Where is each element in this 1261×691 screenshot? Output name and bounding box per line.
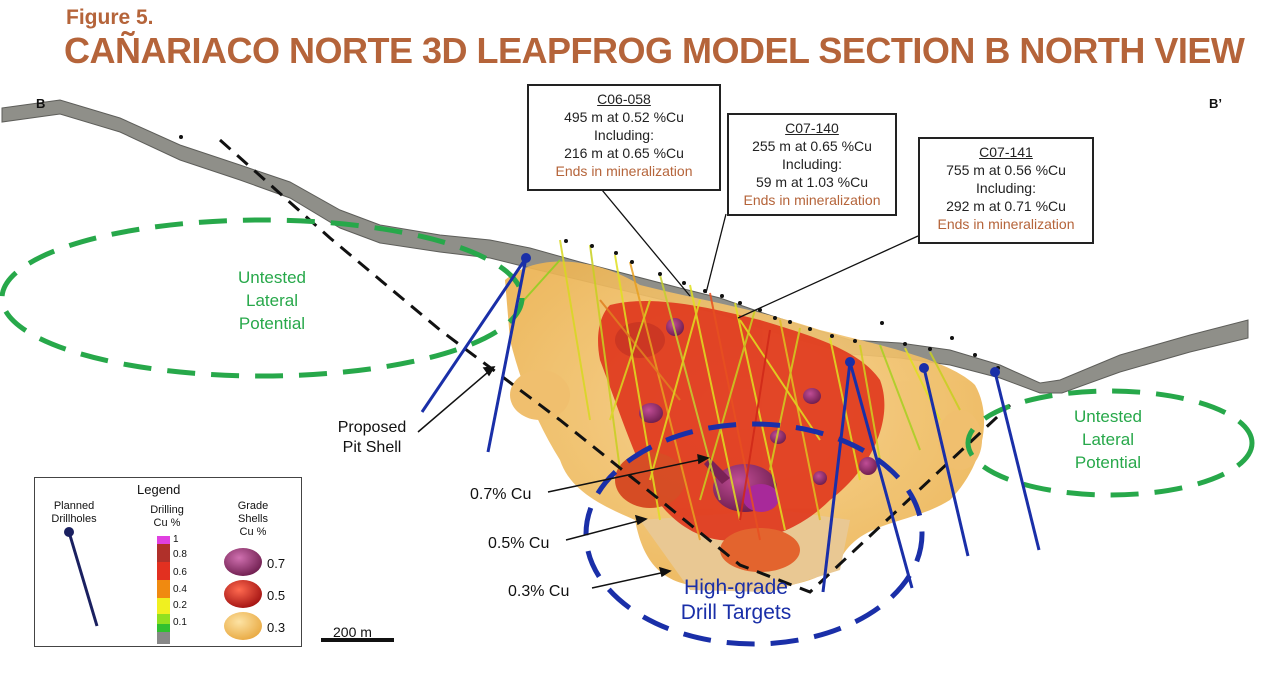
untested-line: Untested [1073,407,1143,426]
legend-grade-line: Cu % [239,526,267,538]
shell-label-05: 0.5% Cu [488,535,550,552]
legend-tick: 0.1 [173,617,187,628]
callout-ends: Ends in mineralization [743,192,881,208]
legend-planned-label: Planned Drillholes [39,500,109,526]
legend: Legend Planned Drillholes Drilling Cu % … [34,477,302,647]
callout-interval: 755 m at 0.56 %Cu [946,162,1066,178]
legend-shell-value: 0.5 [267,588,286,603]
legend-tick: 0.8 [173,549,187,560]
callout-including: Including: [594,127,654,143]
shell-label-03: 0.3% Cu [508,583,570,600]
untested-line: Lateral [246,291,298,310]
callout-ends: Ends in mineralization [937,216,1075,232]
legend-grade-line: Grade [237,500,269,512]
legend-grade-label: Grade Shells Cu % [225,500,281,539]
untested-line: Potential [238,314,306,333]
legend-drilling-line: Cu % [153,517,181,529]
untested-line: Untested [237,268,307,287]
legend-shell-07-icon [224,548,262,576]
callout-leaders [601,189,919,319]
targets-line-1: High-grade [684,576,788,599]
legend-color-ramp [157,536,170,644]
drill-collars [179,135,1000,370]
legend-planned-line: Drillholes [51,513,97,525]
legend-grade-line: Shells [238,513,268,525]
legend-tick: 0.2 [173,600,187,611]
legend-tick: 0.6 [173,567,187,578]
callout-c07-140: C07-140 255 m at 0.65 %Cu Including: 59 … [727,113,897,216]
figure-title: CAÑARIACO NORTE 3D LEAPFROG MODEL SECTIO… [64,30,1245,71]
legend-shell-value: 0.3 [267,620,286,635]
callout-including: Including: [976,180,1036,196]
callout-c07-141: C07-141 755 m at 0.56 %Cu Including: 292… [918,137,1094,244]
legend-drilling-label: Drilling Cu % [137,504,197,530]
callout-hole-id: C07-141 [979,144,1033,160]
legend-planned-drillhole-icon [64,527,99,627]
drilling-traces [514,239,961,541]
legend-title: Legend [137,482,181,497]
label-arrows [417,366,710,589]
untested-line: Lateral [1082,430,1134,449]
untested-label-right: Untested Lateral Potential [1048,405,1168,474]
figure-label: Figure 5. [66,6,154,29]
callout-interval: 495 m at 0.52 %Cu [564,109,684,125]
untested-label-left: Untested Lateral Potential [212,266,332,335]
planned-collars [521,253,1000,377]
callout-subinterval: 292 m at 0.71 %Cu [946,198,1066,214]
pit-shell-line-1: Proposed [337,419,407,436]
untested-ellipse-right [965,388,1255,498]
legend-drilling-line: Drilling [150,504,184,516]
pit-shell-line-2: Pit Shell [342,439,402,456]
legend-shell-05-icon [224,580,262,608]
callout-subinterval: 216 m at 0.65 %Cu [564,145,684,161]
callout-c06-058: C06-058 495 m at 0.52 %Cu Including: 216… [527,84,721,191]
grade-shell-07 [639,318,877,512]
pit-shell-line [219,138,1012,594]
legend-shell-03-icon [224,612,262,640]
targets-line-2: Drill Targets [680,601,792,624]
callout-hole-id: C06-058 [597,91,651,107]
legend-tick: 1 [173,534,179,545]
drill-targets-label: High-grade Drill Targets [656,575,816,625]
callout-interval: 255 m at 0.65 %Cu [752,138,872,154]
callout-ends: Ends in mineralization [555,163,693,179]
shell-label-07: 0.7% Cu [470,486,532,503]
legend-shell-value: 0.7 [267,556,286,571]
legend-shell-swatches [224,548,262,640]
legend-planned-line: Planned [53,500,95,512]
untested-line: Potential [1074,453,1142,472]
planned-drillholes [420,257,1041,593]
callout-subinterval: 59 m at 1.03 %Cu [755,174,869,190]
terrain-surface [1,99,1249,394]
section-end-b: B [36,96,46,111]
pit-shell-label: Proposed Pit Shell [322,418,422,458]
callout-hole-id: C07-140 [785,120,839,136]
untested-ellipse-left [0,217,525,379]
legend-tick: 0.4 [173,584,187,595]
callout-including: Including: [782,156,842,172]
section-end-b-prime: B’ [1209,96,1222,111]
scale-bar-label: 200 m [333,624,372,640]
